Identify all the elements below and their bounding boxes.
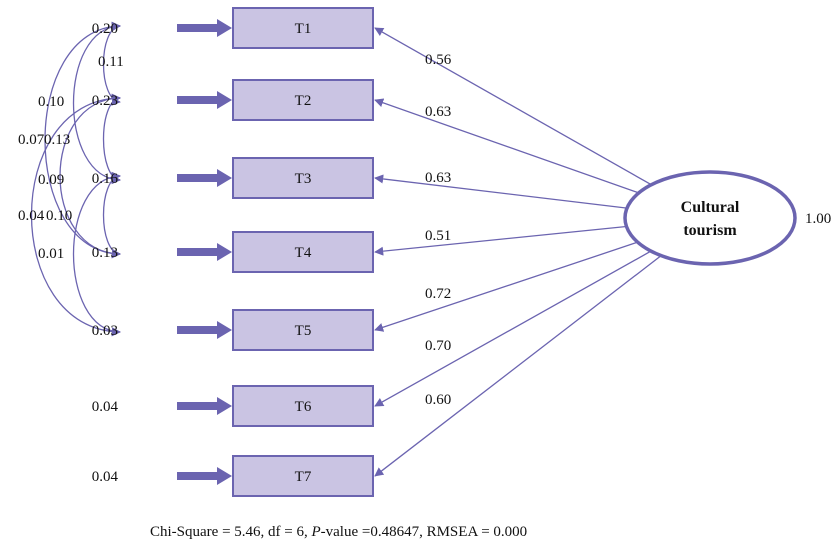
error-arrow [177,397,232,415]
latent-variance: 1.00 [805,211,831,227]
loading-arrow-t3 [374,174,628,209]
loading-coefficient: 0.56 [425,52,452,68]
covariance-arc-t2-t5 [30,93,121,337]
error-variance: 0.16 [92,171,119,187]
indicator-box-t2 [232,79,374,121]
loading-coefficient: 0.70 [425,338,451,354]
loading-arrow-t4 [374,225,627,256]
loading-arrows: 0.56 0.63 0.63 0.51 0.72 0.70 0.60 [374,27,662,477]
indicator-box-t6 [232,385,374,427]
latent-label-line2: tourism [683,222,737,239]
covariance-arc-t1-t4 [44,21,121,259]
covariance-value: 0.13 [44,132,70,148]
indicator-label: T5 [295,323,312,339]
loading-arrow-t6 [374,250,652,407]
error-arrow [177,19,232,37]
covariance-value: 0.11 [98,54,124,70]
covariance-value: 0.09 [38,172,64,188]
covariance-value: 0.04 [18,208,45,224]
indicator-box-t1 [232,7,374,49]
error-variance: 0.04 [92,399,119,415]
fit-p-italic: P [310,524,320,540]
indicator-box-t4 [232,231,374,273]
fit-prefix: Chi-Square = 5.46, df = 6, [150,524,311,540]
loading-arrow-t1 [374,27,652,186]
error-arrow [177,467,232,485]
error-variance: 0.20 [92,21,118,37]
fit-suffix: -value =0.48647, RMSEA = 0.000 [321,524,528,540]
covariance-value: 0.10 [38,94,64,110]
covariance-value: 0.07 [18,132,45,148]
covariance-arc-t2-t3 [102,94,121,184]
indicator-label: T3 [295,171,312,187]
latent-ellipse [623,170,797,266]
loading-arrow-t5 [374,241,638,332]
error-variance: 0.04 [92,469,119,485]
indicator-label: T2 [295,93,312,109]
covariance-arc-t2-t4 [59,93,121,259]
fit-statistics: Chi-Square = 5.46, df = 6, P-value =0.48… [150,524,527,540]
error-arrow [177,243,232,261]
error-variance: 0.23 [92,93,118,109]
indicator-label: T7 [295,469,312,485]
loading-arrow-t7 [374,255,662,477]
covariance-value: 0.01 [38,246,64,262]
latent-label-line1: Cultural [681,199,740,216]
indicator-label: T4 [295,245,312,261]
error-arrow [177,321,232,339]
indicator-label: T6 [295,399,312,415]
covariance-arc-t1-t3 [73,21,121,185]
loading-coefficient: 0.60 [425,392,451,408]
error-arrow [177,91,232,109]
loading-coefficient: 0.63 [425,170,451,186]
indicator-label: T1 [295,21,312,37]
latent-factor: Cultural tourism 1.00 [623,170,831,266]
loading-arrow-t2 [374,98,639,194]
indicator-box-t5 [232,309,374,351]
error-variance: 0.03 [92,323,118,339]
covariance-arcs: 0.110.100.07 0.130.090.04 0.100.01 [18,21,124,337]
loading-coefficient: 0.63 [425,104,451,120]
covariance-arc-t3-t5 [73,171,121,337]
indicator-boxes: T1 0.20 T2 0.23 T3 0.16 T4 0.13 T5 0.03 T6 0.04 T7 0.… [92,7,374,497]
indicator-box-t3 [232,157,374,199]
loading-coefficient: 0.51 [425,228,451,244]
loading-coefficient: 0.72 [425,286,451,302]
covariance-value: 0.10 [46,208,72,224]
error-variance: 0.13 [92,245,118,261]
error-arrow [177,169,232,187]
indicator-box-t7 [232,455,374,497]
covariance-arc-t3-t4 [102,172,121,258]
